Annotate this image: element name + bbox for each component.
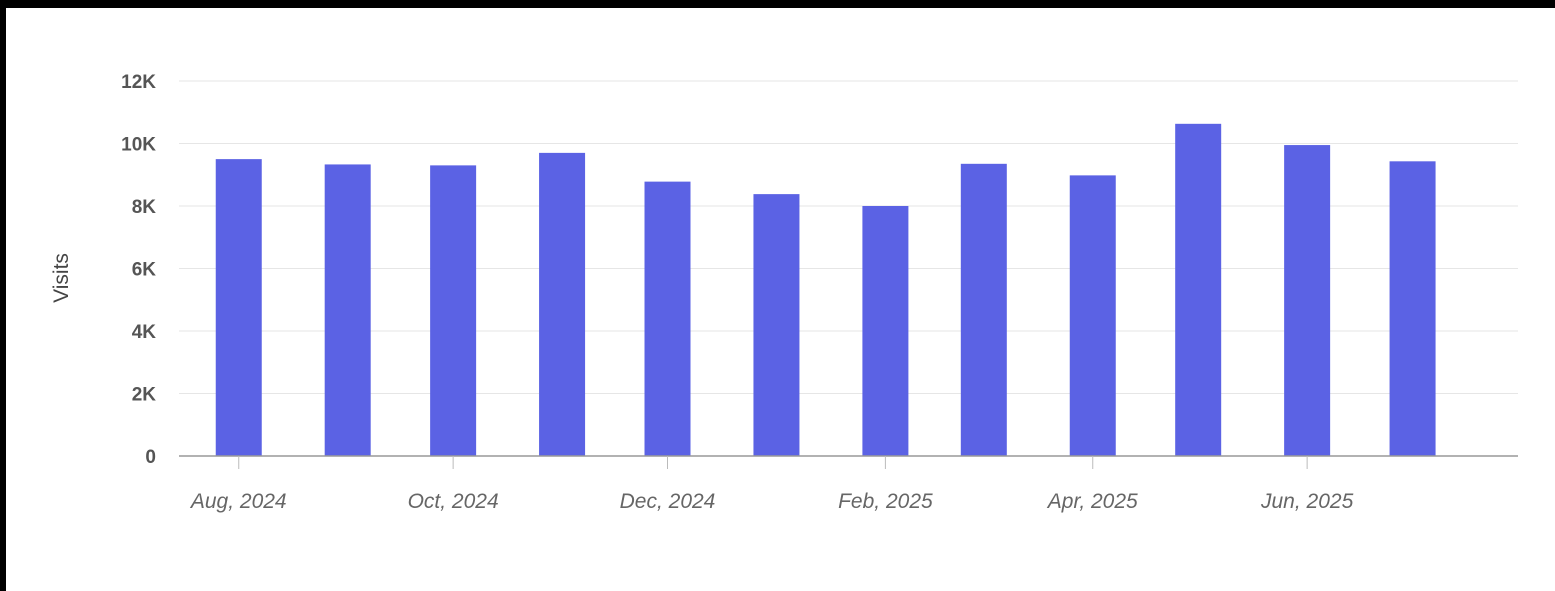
y-tick-label: 10K <box>121 135 156 156</box>
x-tick-label: Aug, 2024 <box>189 490 287 513</box>
x-axis <box>179 455 1518 469</box>
bar <box>324 164 371 456</box>
bar <box>753 194 800 456</box>
y-tick-label: 8K <box>132 197 157 218</box>
x-tick-label: Oct, 2024 <box>408 490 499 513</box>
y-tick-label: 4K <box>132 322 157 343</box>
bar <box>960 163 1007 456</box>
bars <box>215 123 1436 456</box>
y-tick-label: 2K <box>132 385 157 406</box>
x-tick-labels: Aug, 2024 Oct, 2024 Dec, 2024 Feb, 2025 Apr,… <box>189 490 1354 513</box>
y-tick-labels: 0 2K 4K 6K 8K 10K 12K <box>121 72 156 468</box>
bar <box>1069 175 1116 456</box>
bar <box>539 152 586 456</box>
bar <box>430 165 477 456</box>
y-tick-label: 6K <box>132 260 157 281</box>
bar <box>1284 145 1331 456</box>
x-tick-label: Feb, 2025 <box>838 490 933 513</box>
y-tick-label: 0 <box>145 447 156 468</box>
y-tick-label: 12K <box>121 72 156 93</box>
x-tick-label: Apr, 2025 <box>1046 490 1138 513</box>
y-axis-title: Visits <box>50 253 73 303</box>
x-tick-label: Jun, 2025 <box>1260 490 1354 513</box>
bar <box>644 181 691 456</box>
chart-frame: 0 2K 4K 6K 8K 10K 12K Aug, 2024 Oct, 2024 Dec, 2… <box>6 8 1555 591</box>
bar <box>1175 123 1222 456</box>
bar <box>215 159 262 456</box>
bar <box>1389 161 1436 456</box>
x-tick-label: Dec, 2024 <box>620 490 716 513</box>
bar-chart: 0 2K 4K 6K 8K 10K 12K Aug, 2024 Oct, 2024 Dec, 2… <box>50 72 1518 513</box>
bar <box>862 206 909 456</box>
